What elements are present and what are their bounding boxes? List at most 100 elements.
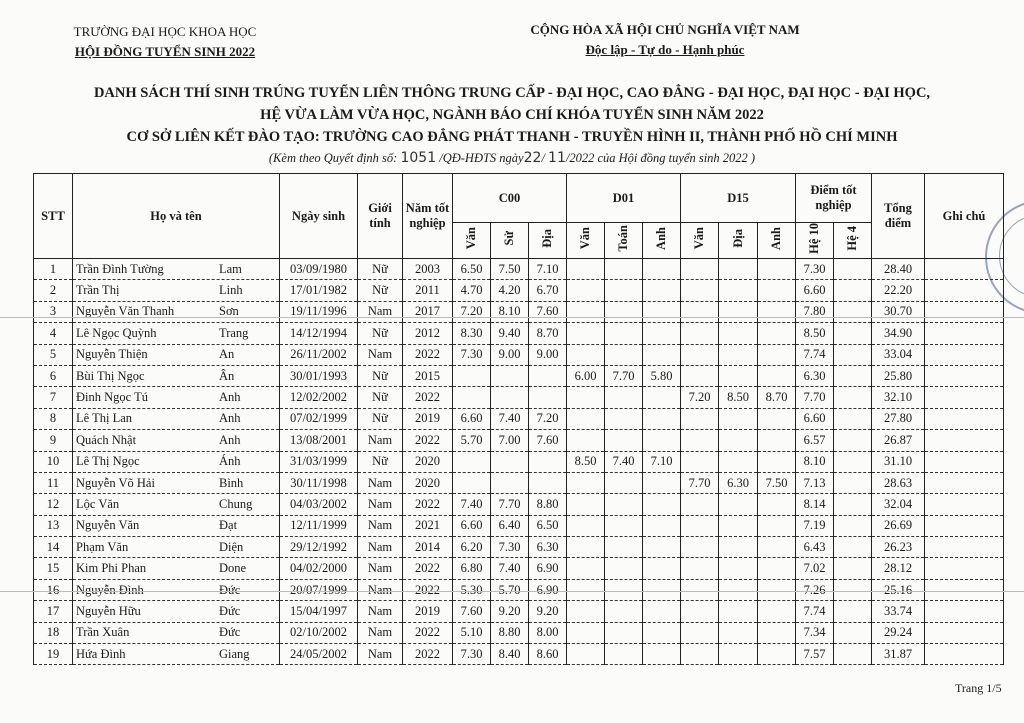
cell-note xyxy=(924,515,1004,538)
cell-d01-score xyxy=(642,493,681,516)
cell-gender: Nam xyxy=(357,643,403,666)
surname: Lê Thị Lan xyxy=(76,411,132,426)
cell-c00-score xyxy=(452,472,491,495)
cell-d01-score: 7.40 xyxy=(604,451,643,473)
cell-stt: 17 xyxy=(33,600,73,623)
cell-name: Bình Nguyễn Võ Hải xyxy=(72,472,280,495)
cell-d15-score xyxy=(680,536,719,559)
cell-d01-score xyxy=(566,258,605,281)
cell-grad-4 xyxy=(833,643,872,666)
cell-d15-score: 7.70 xyxy=(680,472,719,495)
col-c00: C00 xyxy=(452,173,567,223)
cell-c00-score: 5.10 xyxy=(452,622,491,645)
cell-c00-score: 7.70 xyxy=(490,493,529,516)
decision-number: 1051 xyxy=(400,150,437,166)
cell-c00-score: 6.40 xyxy=(490,515,529,538)
cell-stt: 3 xyxy=(33,301,73,324)
page-number: Trang 1/5 xyxy=(955,681,1002,695)
cell-dob: 04/02/2000 xyxy=(279,557,358,580)
cell-grad-10: 6.60 xyxy=(795,408,834,431)
cell-c00-score: 8.30 xyxy=(452,322,491,345)
cell-total: 27.80 xyxy=(871,408,925,431)
cell-gender: Nam xyxy=(357,600,403,623)
cell-d01-score: 7.70 xyxy=(604,365,643,388)
cell-c00-score xyxy=(452,365,491,388)
cell-grad-year: 2022 xyxy=(402,429,453,452)
cell-total: 32.04 xyxy=(871,493,925,516)
cell-d01-score xyxy=(642,472,681,495)
cell-d01-score xyxy=(604,472,643,495)
cell-grad-10: 8.10 xyxy=(795,451,834,473)
col-grad-score: Điểm tốt nghiệp xyxy=(795,173,872,223)
cell-d15-score xyxy=(680,408,719,431)
cell-d01-score: 6.00 xyxy=(566,365,605,388)
subcol-label: Văn xyxy=(464,227,478,250)
cell-d01-score xyxy=(642,622,681,645)
cell-d15-score xyxy=(718,536,758,559)
cell-c00-score: 8.60 xyxy=(528,643,567,666)
cell-dob: 26/11/2002 xyxy=(279,344,358,366)
cell-note xyxy=(924,365,1004,388)
cell-note xyxy=(924,279,1004,302)
cell-c00-score: 9.40 xyxy=(490,322,529,345)
cell-note xyxy=(924,429,1004,452)
cell-total: 31.10 xyxy=(871,451,925,473)
cell-d01-score xyxy=(604,386,643,409)
given-name: Ánh xyxy=(219,454,241,469)
cell-dob: 03/09/1980 xyxy=(279,258,358,281)
cell-dob: 24/05/2002 xyxy=(279,643,358,666)
surname: Nguyễn Hữu xyxy=(76,603,141,618)
col-stt: STT xyxy=(33,173,73,259)
cell-d15-score xyxy=(680,301,719,324)
cell-grad-10: 7.02 xyxy=(795,557,834,580)
cell-c00-score: 7.30 xyxy=(490,536,529,559)
surname: Quách Nhật xyxy=(76,432,137,447)
cell-dob: 17/01/1982 xyxy=(279,279,358,302)
cell-d01-score xyxy=(604,557,643,580)
cell-d01-score xyxy=(566,622,605,645)
subcol-c00-0: Văn xyxy=(452,222,491,259)
cell-d01-score xyxy=(604,600,643,623)
cell-name: Anh Đinh Ngọc Tú xyxy=(72,386,280,409)
cell-total: 22.20 xyxy=(871,279,925,302)
col-name: Họ và tên xyxy=(72,173,280,259)
surname: Kim Phi Phan xyxy=(76,561,147,576)
table-row: 9 Anh Quách Nhật 13/08/2001 Nam 2022 5.70 7.00 7… xyxy=(33,429,1004,452)
cell-d01-score xyxy=(642,301,681,324)
cell-gender: Nam xyxy=(357,536,403,559)
subcol-grad-1: Hệ 4 xyxy=(833,222,872,259)
surname: Hứa Đình xyxy=(76,646,126,661)
given-name: Giang xyxy=(219,646,250,661)
cell-d01-score xyxy=(604,515,643,538)
cell-d15-score xyxy=(757,451,796,473)
cell-name: Anh Lê Thị Lan xyxy=(72,408,280,431)
cell-name: An Nguyễn Thiện xyxy=(72,344,280,366)
cell-d15-score xyxy=(718,279,758,302)
cell-c00-score: 7.00 xyxy=(490,429,529,452)
cell-grad-10: 7.70 xyxy=(795,386,834,409)
cell-note xyxy=(924,536,1004,559)
cell-stt: 12 xyxy=(33,493,73,516)
cell-d15-score xyxy=(718,600,758,623)
admission-table: STT Họ và tên Ngày sinh Giới tính Năm tố… xyxy=(33,173,1004,666)
cell-d01-score xyxy=(642,557,681,580)
cell-c00-score: 7.30 xyxy=(452,643,491,666)
table-row: 5 An Nguyễn Thiện 26/11/2002 Nam 2022 7.30 9.00… xyxy=(33,344,1004,366)
cell-total: 26.87 xyxy=(871,429,925,452)
cell-d15-score: 6.30 xyxy=(718,472,758,495)
cell-grad-year: 2011 xyxy=(402,279,453,302)
cell-grad-4 xyxy=(833,472,872,495)
cell-d15-score xyxy=(718,643,758,666)
col-total: Tổng điểm xyxy=(871,173,925,259)
cell-dob: 20/07/1999 xyxy=(279,579,358,602)
cell-note xyxy=(924,579,1004,602)
cell-d15-score xyxy=(680,258,719,281)
cell-d15-score xyxy=(680,515,719,538)
cell-name: Done Kim Phi Phan xyxy=(72,557,280,580)
cell-d15-score xyxy=(718,515,758,538)
cell-grad-10: 7.34 xyxy=(795,622,834,645)
subcol-c00-1: Sử xyxy=(490,222,529,259)
cell-gender: Nữ xyxy=(357,279,403,302)
cell-note xyxy=(924,451,1004,473)
